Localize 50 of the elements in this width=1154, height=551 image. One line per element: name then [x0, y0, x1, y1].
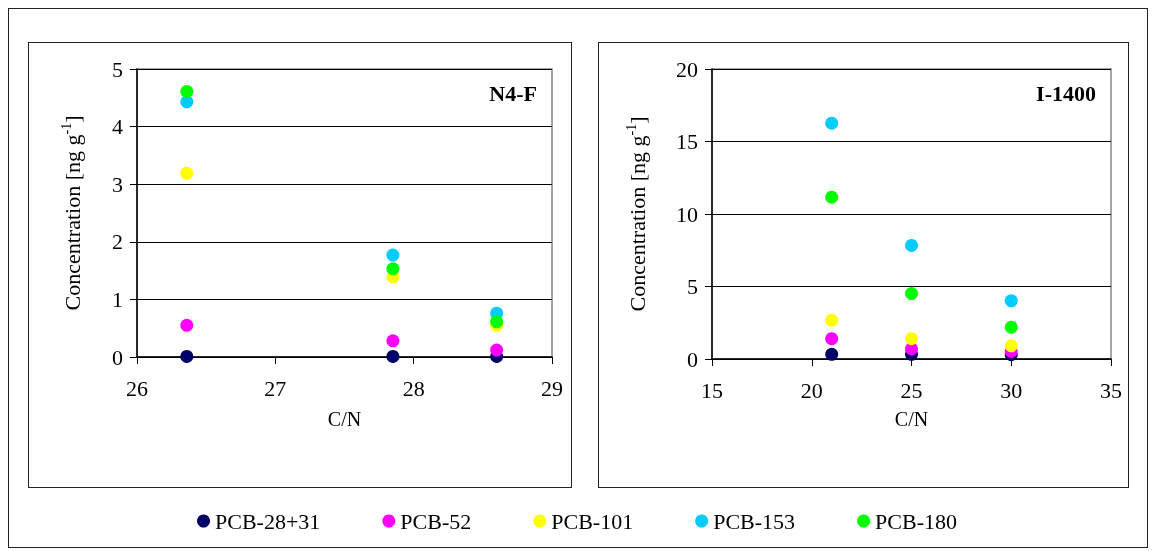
point [825, 190, 839, 204]
y-tick-label: 1 [112, 286, 123, 312]
point [490, 343, 504, 357]
point [386, 248, 400, 262]
point [905, 332, 918, 346]
point [386, 334, 400, 348]
point [905, 238, 918, 252]
point [1004, 320, 1018, 334]
y-tick-label: 5 [687, 274, 698, 299]
y-axis-title: Concentration [ng g-1] [58, 115, 85, 311]
legend-label: PCB-180 [875, 508, 957, 534]
x-tick-label: 20 [800, 377, 823, 403]
point [180, 166, 194, 180]
legend-label: PCB-101 [551, 508, 634, 534]
text: N4-F [489, 80, 537, 106]
x-tick-label: 25 [900, 377, 923, 403]
legend-label: PCB-28+31 [215, 508, 321, 534]
y-tick-label: 0 [112, 344, 123, 370]
point [825, 116, 839, 130]
legend-label: PCB-153 [713, 508, 796, 534]
x-tick-label: 35 [1100, 377, 1122, 403]
y-tick-label: 4 [112, 114, 123, 140]
y-tick-label: 20 [676, 56, 698, 82]
point [825, 313, 839, 327]
y-tick-label: 5 [112, 56, 123, 82]
y-axis-title: Concentration [ng g-1] [623, 116, 650, 312]
x-tick-label: 29 [541, 375, 563, 401]
point [825, 332, 839, 346]
y-tick-label: 0 [687, 346, 698, 372]
x-tick-label: 26 [126, 375, 148, 401]
legend-label: PCB-52 [400, 508, 472, 534]
point [825, 347, 839, 361]
point [180, 349, 194, 363]
point [1004, 339, 1018, 353]
point [180, 318, 194, 332]
point [905, 287, 918, 301]
text: I-1400 [1036, 80, 1096, 106]
x-axis-title: C/N [894, 408, 929, 430]
y-tick-label: 10 [676, 201, 698, 227]
y-tick-label: 3 [112, 171, 123, 197]
y-tick-label: 2 [112, 229, 123, 255]
point [386, 262, 400, 276]
point [180, 84, 194, 98]
x-tick-label: 28 [402, 375, 425, 401]
x-axis-title: C/N [327, 408, 362, 430]
x-tick-label: 27 [264, 375, 287, 401]
point [386, 349, 400, 363]
y-tick-label: 15 [676, 129, 698, 154]
point [1004, 294, 1018, 308]
x-tick-label: 30 [1000, 377, 1023, 403]
